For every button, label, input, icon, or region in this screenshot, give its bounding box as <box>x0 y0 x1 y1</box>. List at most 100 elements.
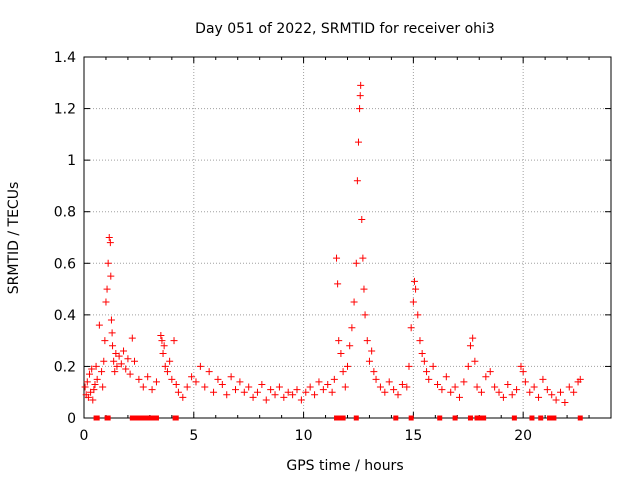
data-point <box>414 311 422 319</box>
zero-point <box>393 415 399 421</box>
zero-point <box>577 415 583 421</box>
data-point <box>425 375 433 383</box>
data-point <box>297 396 305 404</box>
data-point <box>158 337 166 345</box>
data-point <box>499 393 507 401</box>
y-tick-label: 0.2 <box>54 359 76 375</box>
data-point <box>423 368 431 376</box>
data-point <box>337 350 345 358</box>
data-point <box>418 350 426 358</box>
zero-point <box>481 415 487 421</box>
data-point <box>108 329 116 337</box>
zero-point <box>353 415 359 421</box>
data-point <box>201 383 209 391</box>
data-point <box>394 391 402 399</box>
y-tick-label: 1.4 <box>54 50 76 66</box>
data-point <box>88 365 96 373</box>
data-point <box>92 362 100 370</box>
data-point <box>106 239 114 247</box>
data-point <box>495 388 503 396</box>
data-point <box>466 342 474 350</box>
data-point <box>410 277 418 285</box>
y-tick-label: 0 <box>67 411 76 427</box>
data-point <box>218 380 226 388</box>
data-point <box>107 316 115 324</box>
data-point <box>372 375 380 383</box>
data-point <box>535 393 543 401</box>
y-tick-label: 1.2 <box>54 102 76 118</box>
data-point <box>319 386 327 394</box>
data-point <box>117 360 125 368</box>
data-point <box>477 388 485 396</box>
data-point <box>333 254 341 262</box>
data-point <box>174 388 182 396</box>
x-tick-label: 10 <box>295 428 313 444</box>
data-point <box>508 391 516 399</box>
data-point <box>232 386 240 394</box>
data-point <box>148 386 156 394</box>
data-point <box>115 352 123 360</box>
data-point <box>210 388 218 396</box>
data-point <box>249 393 257 401</box>
data-point <box>152 378 160 386</box>
data-point <box>491 383 499 391</box>
data-point <box>95 321 103 329</box>
data-point <box>519 368 527 376</box>
data-point <box>139 383 147 391</box>
data-point <box>407 324 415 332</box>
zero-point <box>474 415 480 421</box>
data-point <box>530 383 538 391</box>
zero-point <box>140 415 146 421</box>
data-point <box>517 362 525 370</box>
data-point <box>91 380 99 388</box>
data-point <box>170 337 178 345</box>
zero-point <box>437 415 443 421</box>
data-point <box>271 391 279 399</box>
data-point <box>160 342 168 350</box>
data-point <box>245 383 253 391</box>
data-point <box>253 388 261 396</box>
data-point <box>348 324 356 332</box>
y-tick-label: 0.6 <box>54 256 76 272</box>
zero-point <box>408 415 414 421</box>
data-point <box>100 357 108 365</box>
data-point <box>113 362 121 370</box>
data-point <box>120 347 128 355</box>
data-point <box>521 378 529 386</box>
data-point <box>359 254 367 262</box>
data-point <box>543 386 551 394</box>
data-point <box>205 368 213 376</box>
data-point <box>179 393 187 401</box>
data-point <box>192 378 200 386</box>
gridlines <box>84 57 611 418</box>
data-point <box>99 383 107 391</box>
data-point <box>168 375 176 383</box>
y-axis-title: SRMTID / TECUs <box>6 182 22 295</box>
data-point <box>172 380 180 388</box>
data-point <box>370 368 378 376</box>
data-point <box>409 298 417 306</box>
data-point <box>124 355 132 363</box>
data-point <box>302 388 310 396</box>
data-point <box>240 388 248 396</box>
data-point <box>473 383 481 391</box>
y-tick-label: 0.4 <box>54 308 76 324</box>
data-point <box>111 368 119 376</box>
data-point <box>350 298 358 306</box>
data-point <box>128 334 136 342</box>
zero-point <box>551 415 557 421</box>
data-point <box>455 393 463 401</box>
data-point <box>183 383 191 391</box>
data-point <box>346 342 354 350</box>
data-point <box>103 285 111 293</box>
data-point <box>576 375 584 383</box>
zero-point <box>173 415 179 421</box>
data-point <box>311 391 319 399</box>
data-point <box>357 81 365 89</box>
data-point <box>434 380 442 388</box>
data-point <box>214 375 222 383</box>
data-point <box>131 357 139 365</box>
zero-point <box>153 415 159 421</box>
data-point <box>513 386 521 394</box>
data-point <box>353 177 361 185</box>
